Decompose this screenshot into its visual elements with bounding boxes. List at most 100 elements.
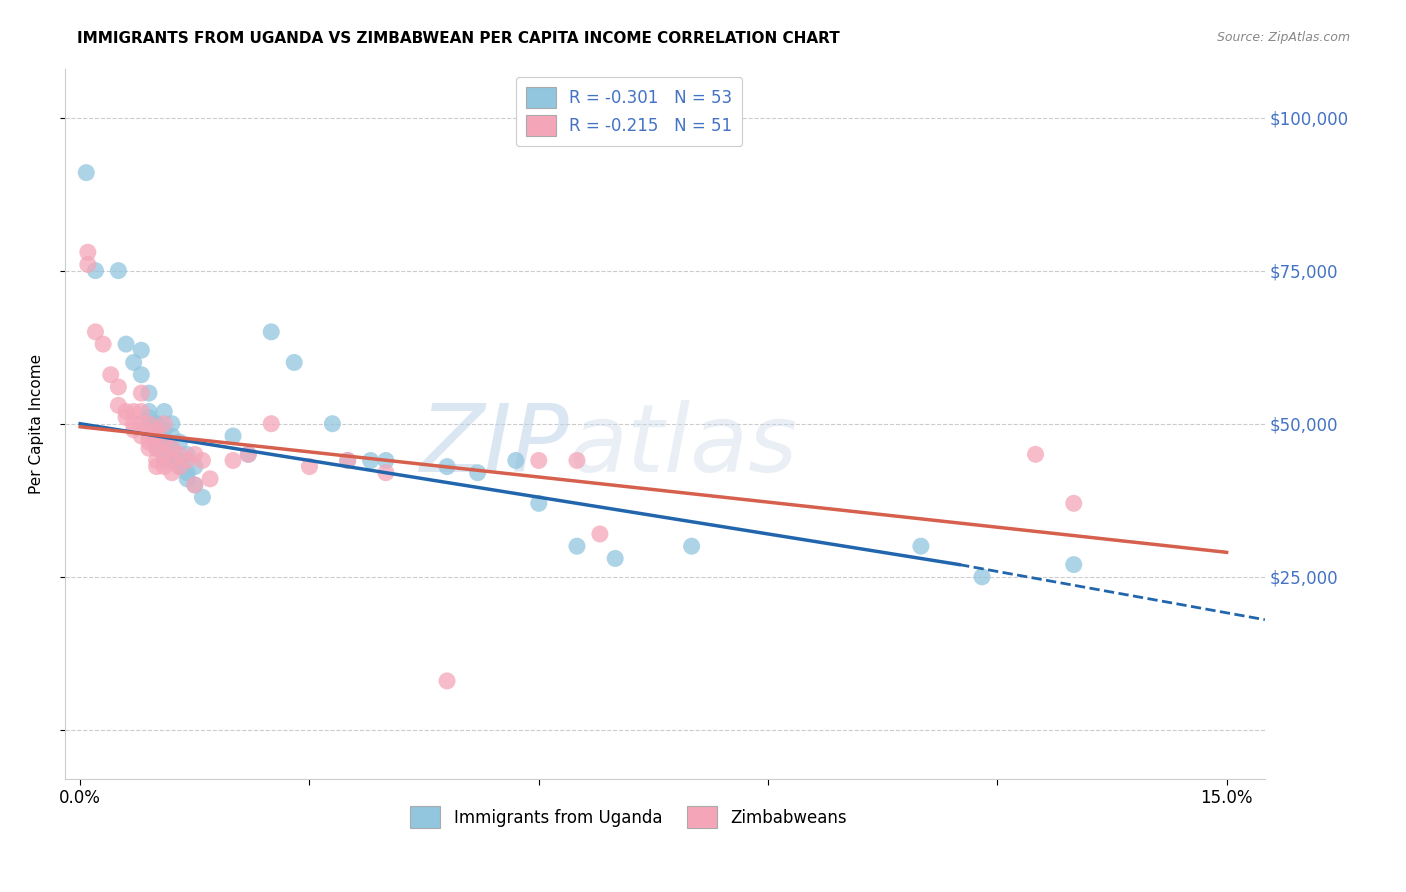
Point bbox=[131, 429, 153, 443]
Point bbox=[138, 417, 160, 431]
Point bbox=[436, 673, 458, 688]
Point bbox=[138, 386, 160, 401]
Point bbox=[107, 398, 129, 412]
Point bbox=[153, 459, 176, 474]
Point bbox=[115, 337, 138, 351]
Point bbox=[222, 453, 245, 467]
Point bbox=[260, 325, 283, 339]
Point bbox=[122, 355, 145, 369]
Point bbox=[336, 453, 359, 467]
Point bbox=[153, 404, 176, 418]
Point bbox=[198, 472, 221, 486]
Point bbox=[184, 478, 207, 492]
Text: atlas: atlas bbox=[569, 400, 797, 491]
Point bbox=[160, 441, 183, 455]
Point bbox=[107, 263, 129, 277]
Point bbox=[970, 570, 993, 584]
Point bbox=[145, 435, 167, 450]
Point bbox=[169, 447, 191, 461]
Point bbox=[100, 368, 122, 382]
Point bbox=[169, 459, 191, 474]
Point bbox=[145, 423, 167, 437]
Point bbox=[910, 539, 932, 553]
Point bbox=[184, 459, 207, 474]
Point bbox=[131, 404, 153, 418]
Point bbox=[336, 453, 359, 467]
Point bbox=[160, 453, 183, 467]
Point bbox=[131, 386, 153, 401]
Point bbox=[260, 417, 283, 431]
Point bbox=[321, 417, 343, 431]
Point bbox=[138, 441, 160, 455]
Point bbox=[681, 539, 703, 553]
Point bbox=[115, 404, 138, 418]
Point bbox=[75, 166, 97, 180]
Point bbox=[76, 258, 98, 272]
Point bbox=[145, 441, 167, 455]
Point bbox=[191, 453, 214, 467]
Point bbox=[505, 453, 527, 467]
Point bbox=[153, 435, 176, 450]
Y-axis label: Per Capita Income: Per Capita Income bbox=[30, 353, 44, 494]
Point bbox=[191, 490, 214, 504]
Point bbox=[467, 466, 489, 480]
Point bbox=[283, 355, 305, 369]
Point bbox=[176, 472, 198, 486]
Point bbox=[184, 478, 207, 492]
Point bbox=[153, 447, 176, 461]
Point bbox=[238, 447, 260, 461]
Point bbox=[138, 404, 160, 418]
Point bbox=[169, 453, 191, 467]
Point bbox=[527, 453, 550, 467]
Text: ZIP: ZIP bbox=[419, 400, 569, 491]
Point bbox=[169, 435, 191, 450]
Point bbox=[589, 527, 612, 541]
Point bbox=[160, 453, 183, 467]
Text: IMMIGRANTS FROM UGANDA VS ZIMBABWEAN PER CAPITA INCOME CORRELATION CHART: IMMIGRANTS FROM UGANDA VS ZIMBABWEAN PER… bbox=[77, 31, 839, 46]
Point bbox=[374, 466, 396, 480]
Point bbox=[138, 417, 160, 431]
Point bbox=[374, 453, 396, 467]
Point bbox=[1063, 496, 1085, 510]
Legend: Immigrants from Uganda, Zimbabweans: Immigrants from Uganda, Zimbabweans bbox=[404, 800, 853, 835]
Point bbox=[131, 368, 153, 382]
Point bbox=[1025, 447, 1047, 461]
Point bbox=[436, 459, 458, 474]
Point bbox=[115, 410, 138, 425]
Point bbox=[565, 539, 588, 553]
Point bbox=[160, 417, 183, 431]
Point bbox=[298, 459, 321, 474]
Point bbox=[184, 447, 207, 461]
Point bbox=[176, 466, 198, 480]
Point bbox=[145, 453, 167, 467]
Point bbox=[153, 453, 176, 467]
Point bbox=[84, 263, 107, 277]
Point bbox=[153, 423, 176, 437]
Point bbox=[153, 441, 176, 455]
Point bbox=[107, 380, 129, 394]
Point bbox=[605, 551, 627, 566]
Point bbox=[91, 337, 114, 351]
Point bbox=[138, 410, 160, 425]
Point bbox=[160, 429, 183, 443]
Text: Source: ZipAtlas.com: Source: ZipAtlas.com bbox=[1216, 31, 1350, 45]
Point bbox=[145, 429, 167, 443]
Point bbox=[76, 245, 98, 260]
Point bbox=[176, 453, 198, 467]
Point bbox=[238, 447, 260, 461]
Point bbox=[145, 417, 167, 431]
Point bbox=[145, 417, 167, 431]
Point bbox=[360, 453, 382, 467]
Point bbox=[160, 466, 183, 480]
Point bbox=[222, 429, 245, 443]
Point bbox=[84, 325, 107, 339]
Point bbox=[527, 496, 550, 510]
Point bbox=[153, 417, 176, 431]
Point bbox=[1063, 558, 1085, 572]
Point bbox=[153, 435, 176, 450]
Point bbox=[138, 435, 160, 450]
Point bbox=[131, 343, 153, 358]
Point bbox=[131, 417, 153, 431]
Point bbox=[122, 417, 145, 431]
Point bbox=[145, 423, 167, 437]
